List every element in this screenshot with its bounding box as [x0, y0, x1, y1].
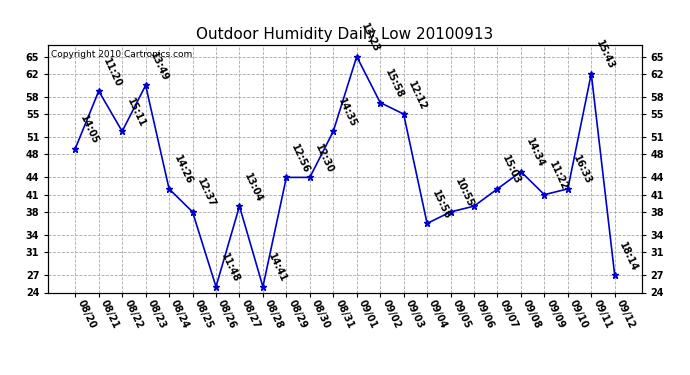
Text: 10:55: 10:55 [453, 177, 475, 209]
Text: 18:14: 18:14 [618, 240, 640, 273]
Text: 11:48: 11:48 [219, 252, 241, 284]
Text: 11:20: 11:20 [101, 56, 124, 88]
Text: 14:41: 14:41 [266, 252, 288, 284]
Text: 12:37: 12:37 [195, 177, 217, 209]
Text: 16:33: 16:33 [571, 154, 593, 186]
Text: 15:58: 15:58 [383, 68, 405, 100]
Title: Outdoor Humidity Daily Low 20100913: Outdoor Humidity Daily Low 20100913 [197, 27, 493, 42]
Text: 15:03: 15:03 [500, 154, 522, 186]
Text: 13:23: 13:23 [359, 22, 382, 54]
Text: 11:22: 11:22 [547, 160, 569, 192]
Text: 14:05: 14:05 [78, 114, 100, 146]
Text: 12:56: 12:56 [289, 142, 311, 175]
Text: 14:34: 14:34 [524, 137, 546, 169]
Text: 15:43: 15:43 [594, 39, 616, 71]
Text: 14:35: 14:35 [336, 96, 358, 129]
Text: 12:30: 12:30 [313, 142, 335, 175]
Text: 15:11: 15:11 [125, 96, 147, 129]
Text: 13:04: 13:04 [242, 171, 264, 204]
Text: 15:56: 15:56 [430, 189, 452, 221]
Text: 13:49: 13:49 [148, 50, 170, 82]
Text: 14:26: 14:26 [172, 154, 194, 186]
Text: 12:12: 12:12 [406, 79, 428, 111]
Text: Copyright 2010 Cartronics.com: Copyright 2010 Cartronics.com [51, 50, 193, 59]
